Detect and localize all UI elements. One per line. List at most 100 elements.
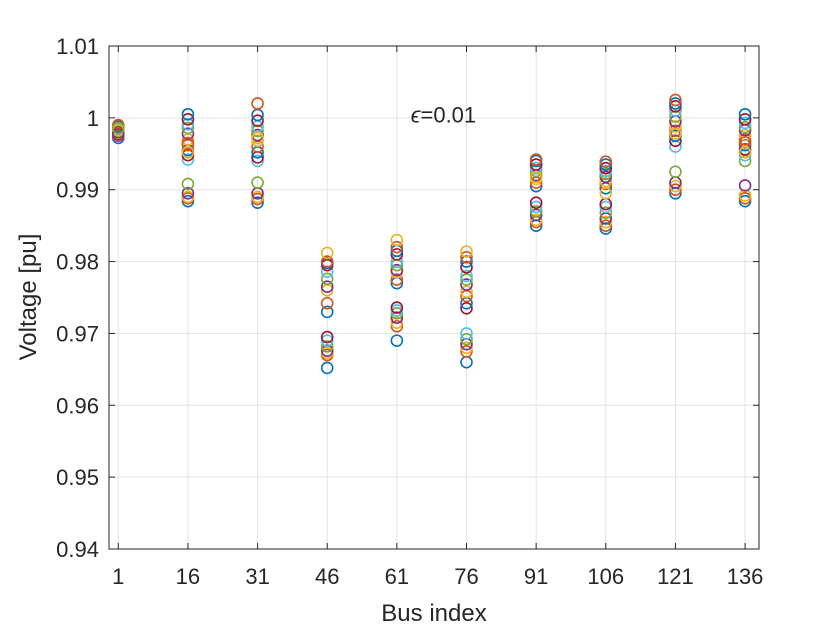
data-point	[529, 213, 543, 227]
data-point	[738, 128, 752, 142]
x-tick-label: 91	[524, 564, 548, 589]
data-point	[738, 135, 752, 149]
data-point	[251, 154, 264, 168]
data-point	[181, 177, 195, 191]
data-point	[460, 261, 473, 274]
data-point	[181, 187, 195, 200]
data-point	[669, 183, 682, 197]
data-point	[251, 114, 264, 128]
y-tick-label: 0.97	[56, 321, 99, 346]
x-tick-label: 121	[657, 564, 694, 589]
data-point	[181, 153, 195, 166]
data-point	[669, 110, 682, 123]
x-tick-labels: 1 16 31 46 61 76 91 106 121 136	[112, 564, 763, 589]
data-point	[599, 219, 613, 232]
data-point	[599, 187, 613, 200]
x-tick-label: 106	[587, 564, 624, 589]
data-point	[251, 176, 264, 189]
axis-ticks	[109, 45, 759, 550]
data-point	[669, 97, 682, 110]
data-point	[181, 146, 195, 159]
y-tick-label: 0.95	[56, 465, 99, 490]
data-point	[529, 200, 543, 214]
data-point	[320, 265, 334, 278]
data-point	[599, 174, 613, 188]
data-point	[320, 296, 334, 310]
data-point	[669, 127, 682, 140]
data-point	[599, 206, 613, 220]
data-point	[460, 301, 473, 315]
y-tick-label: 0.98	[56, 250, 99, 275]
data-point	[390, 301, 404, 314]
data-point	[320, 334, 334, 347]
data-point	[460, 269, 473, 283]
data-point	[738, 146, 752, 159]
plot-area	[109, 46, 759, 549]
data-point	[669, 179, 682, 193]
data-point	[738, 189, 752, 202]
data-point	[529, 170, 543, 184]
data-point	[320, 272, 334, 286]
x-tick-label: 16	[176, 564, 200, 589]
data-point	[599, 215, 613, 229]
data-point	[390, 334, 404, 347]
x-tick-label: 61	[385, 564, 409, 589]
epsilon-annotation: ϵ=0.01	[411, 102, 476, 127]
data-point	[738, 179, 752, 192]
data-point	[390, 240, 404, 254]
data-point	[460, 345, 473, 358]
data-point	[460, 332, 473, 346]
data-point	[251, 196, 264, 209]
data-point	[460, 255, 473, 268]
y-tick-label: 0.94	[56, 537, 99, 562]
data-point	[460, 341, 473, 355]
data-point	[669, 93, 682, 107]
data-point	[460, 278, 473, 291]
data-point	[181, 127, 195, 140]
data-point	[599, 161, 613, 175]
data-point	[181, 190, 195, 204]
data-point	[738, 116, 752, 130]
y-axis-label: Voltage [pu]	[15, 234, 42, 361]
data-point	[251, 131, 264, 145]
data-point	[529, 161, 543, 175]
data-point	[390, 263, 404, 277]
data-point	[669, 165, 682, 179]
data-point	[529, 158, 543, 171]
data-point	[529, 153, 543, 166]
y-tick-labels: 0.94 0.95 0.96 0.97 0.98 0.99 1 1.01	[56, 34, 99, 562]
x-tick-label: 1	[112, 564, 124, 589]
data-point	[251, 124, 264, 138]
data-point	[390, 273, 404, 286]
data-point	[181, 118, 195, 131]
data-point	[320, 280, 334, 294]
data-point	[181, 136, 195, 150]
data-point	[460, 285, 473, 299]
data-point	[738, 112, 752, 126]
data-point	[529, 208, 543, 222]
data-point	[738, 107, 752, 121]
x-tick-label: 46	[315, 564, 339, 589]
data-point	[669, 134, 682, 148]
data-point	[390, 248, 404, 261]
x-tick-label: 76	[454, 564, 478, 589]
x-tick-label: 31	[245, 564, 269, 589]
data-point	[738, 120, 752, 134]
data-point	[181, 107, 195, 121]
data-point	[460, 245, 473, 258]
data-point	[320, 305, 334, 319]
data-point	[460, 250, 473, 264]
data-point	[181, 112, 195, 126]
data-point	[251, 97, 264, 110]
plot-frame	[108, 45, 760, 550]
data-point	[390, 319, 404, 333]
data-point	[320, 246, 334, 260]
y-tick-label: 1.01	[56, 34, 99, 59]
data-point	[181, 121, 195, 135]
data-point	[390, 233, 404, 247]
epsilon-symbol: ϵ	[411, 102, 422, 127]
data-point	[111, 121, 125, 135]
data-point	[320, 255, 334, 268]
data-point	[669, 120, 682, 133]
data-point	[390, 311, 404, 324]
